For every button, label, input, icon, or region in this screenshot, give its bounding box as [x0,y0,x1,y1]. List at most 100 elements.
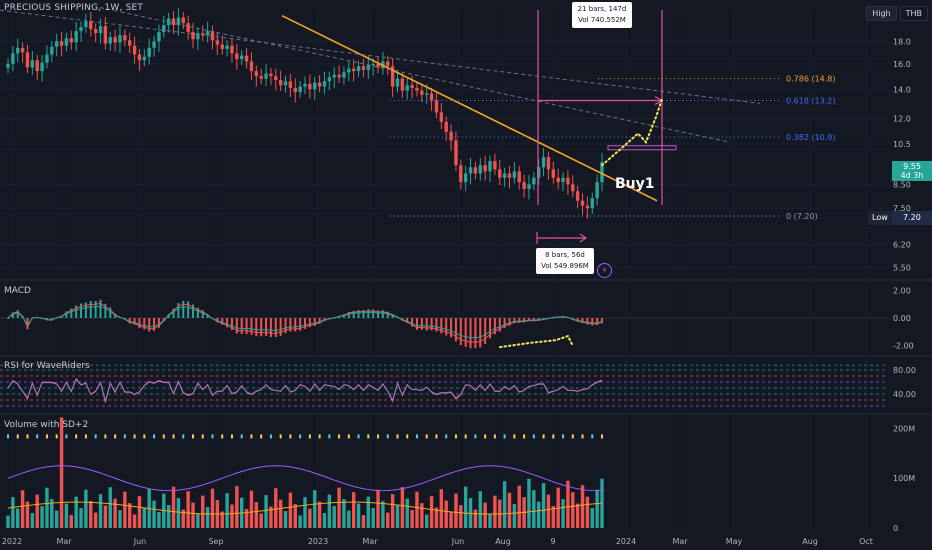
time-tick-label: Mar [672,537,688,546]
volume-bar [113,498,117,528]
volume-signal-dot [36,434,39,439]
lightning-icon[interactable]: ⚡ [597,263,612,278]
macd-histogram-bar [304,318,306,329]
time-tick-label: 2023 [308,537,328,546]
candle-body [488,161,492,172]
time-tick-label: 2022 [2,537,22,546]
candle-body [264,73,268,79]
volume-title: Volume with SD+2 [4,420,89,430]
macd-histogram-bar [138,318,141,328]
price-tick-label: 12.0 [893,115,911,124]
price-pane [6,8,604,219]
macd-histogram-bar [406,318,409,324]
candle-body [235,53,239,60]
macd-histogram-bar [308,318,311,328]
volume-bar [50,499,54,528]
macd-histogram-bar [172,308,175,318]
axes: 18.0 16.0 14.0 12.0 10.5 8.50 7.50 6.20 5.50 2.00… [2,37,916,546]
volume-bar [537,501,541,528]
macd-histogram-bar [289,318,292,332]
macd-histogram-bar [16,310,19,318]
last-price-tag: 9.55 4d 3h [892,161,932,181]
candle-body [196,33,200,40]
candle-body [527,184,531,189]
volume-signal-dot [123,434,126,439]
volume-signal-dot [104,434,107,439]
low-value: 7.20 [891,211,932,225]
volume-bar [580,485,585,528]
candle-body [468,167,473,174]
time-tick-label: Jun [133,537,147,546]
volume-bar [269,506,273,528]
volume-signal-dot [250,434,253,439]
candle-body [449,131,453,141]
volume-signal-dot [172,434,175,439]
volume-bar [585,496,590,528]
macd-histogram-bar [245,318,248,335]
volume-signal-dot [532,434,535,439]
volume-signal-dot [513,434,516,439]
rsi-tick-label: 80.00 [893,366,916,375]
candle-body [30,60,35,68]
candle-body [459,165,463,183]
candle-body [551,169,556,178]
volume-bar [288,492,293,528]
volume-signal-dot [377,434,380,439]
volume-signal-dot [221,434,224,439]
macd-histogram-bar [89,300,92,318]
volume-bar [390,494,395,528]
candle-body [327,77,332,82]
volume-bar [254,502,259,528]
price-tick-label: 10.5 [893,140,911,149]
macd-histogram-bar [576,318,579,322]
macd-histogram-bar [260,318,263,337]
volume-signal-dot [16,434,19,439]
volume-bar [103,505,108,528]
volume-signal-dot [493,434,496,439]
volume-bar [444,500,448,528]
range-bottom-arrow-head [579,233,588,243]
candle-body [454,140,458,166]
rsi-signal-line [7,378,603,404]
volume-signal-dot [65,434,68,439]
volume-bar [11,497,15,528]
volume-signal-dot [523,434,526,439]
macd-histogram-bar [104,303,107,318]
candle-body [351,68,356,72]
volume-bar [249,490,254,528]
candle-body [16,47,20,54]
currency-label[interactable]: THB [899,6,928,21]
range-bottom-bars: 8 bars, 56d [545,251,585,259]
macd-histogram-bar [420,318,423,330]
volume-bar [454,493,458,528]
time-tick-label: 9 [550,537,555,546]
volume-signal-dot [367,434,370,439]
last-price-value: 9.55 [903,162,921,171]
volume-bar [244,509,249,528]
volume-bar [356,503,361,528]
candle-body [556,177,560,183]
volume-signal-dot [552,434,555,439]
rsi-pane [0,364,888,407]
macd-histogram-bar [201,310,204,318]
volume-signal-dot [386,434,389,439]
macd-histogram-bar [226,318,229,328]
macd-histogram-bar [450,318,453,338]
volume-bar [551,506,556,528]
candle-body [20,47,25,53]
macd-histogram-bar [347,311,350,318]
candle-body [137,54,142,61]
volume-signal-dot [571,434,574,439]
candle-body [342,72,346,78]
high-button[interactable]: High [866,6,897,21]
volume-signal-dot [308,434,311,439]
volume-signal-dot [133,434,136,439]
candle-body [215,40,220,45]
macd-histogram-bar [65,311,68,318]
candle-body [240,55,244,60]
bar-countdown: 4d 3h [900,171,924,180]
volume-bar [293,504,297,528]
volume-bar [405,498,409,528]
candle-body [79,27,83,32]
